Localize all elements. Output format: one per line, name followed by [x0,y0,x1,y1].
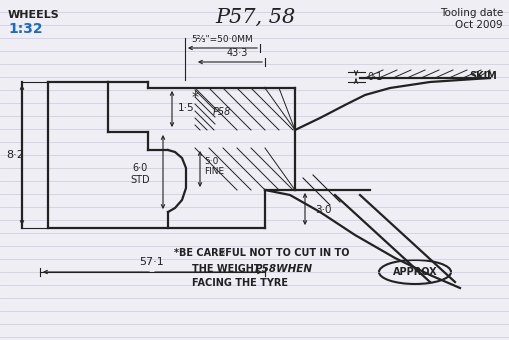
Text: FINE: FINE [204,168,223,176]
Text: P58: P58 [212,107,231,117]
Text: STD: STD [130,175,150,185]
Text: 1·5: 1·5 [178,103,194,113]
Text: Oct 2009: Oct 2009 [455,20,502,30]
Text: 5·0: 5·0 [204,157,218,167]
Text: WHEELS: WHEELS [8,10,60,20]
Text: THE WEIGHT: THE WEIGHT [191,264,260,274]
Text: P58WHEN: P58WHEN [254,264,313,274]
Text: SKIM: SKIM [468,71,496,81]
Text: 5⅔"=50·0MM: 5⅔"=50·0MM [191,35,252,44]
Text: FACING THE TYRE: FACING THE TYRE [191,278,288,288]
Text: P57, 58: P57, 58 [214,8,295,27]
Text: *: * [218,248,224,261]
Text: APPROX: APPROX [392,267,436,277]
Text: 0·1: 0·1 [366,72,382,82]
Text: Tooling date: Tooling date [439,8,502,18]
Text: 3·0: 3·0 [315,205,331,215]
Text: 1:32: 1:32 [8,22,43,36]
Text: *: * [191,90,198,104]
Text: 43·3: 43·3 [226,48,247,58]
Text: 57·1: 57·1 [139,257,164,267]
Text: 8·2: 8·2 [6,150,24,160]
Text: 6·0: 6·0 [132,163,147,173]
Text: *BE CAREFUL NOT TO CUT IN TO: *BE CAREFUL NOT TO CUT IN TO [174,248,349,258]
